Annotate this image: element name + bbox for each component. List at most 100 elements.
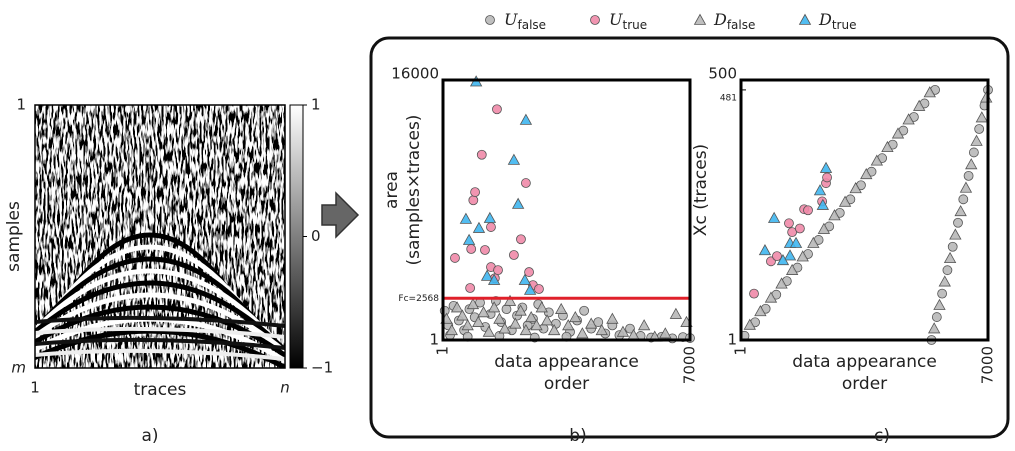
y-axis-label: (samples×traces)	[404, 115, 424, 266]
triangle-point	[535, 301, 548, 313]
circle-point	[492, 104, 502, 115]
triangle-point	[498, 322, 511, 334]
triangle-point	[450, 301, 464, 313]
plot-frame	[739, 78, 990, 342]
y-tick-label: 1	[429, 331, 439, 349]
legend-label: Utrue	[609, 10, 647, 32]
triangle-point	[849, 182, 862, 194]
triangle-point	[838, 195, 852, 207]
triangle-point	[461, 319, 474, 331]
circle-point	[520, 178, 531, 188]
circle-point	[508, 250, 519, 260]
circle-point	[493, 265, 503, 276]
x-tick-label: 7000	[979, 346, 997, 384]
circle-point	[470, 187, 480, 198]
triangle-point	[507, 153, 521, 165]
circle-point	[579, 305, 590, 316]
circle-point	[476, 149, 487, 160]
triangle-point	[456, 309, 469, 321]
triangle-point	[816, 198, 830, 210]
triangle-point	[659, 327, 672, 339]
colorbar-tick-label: −1	[311, 359, 333, 377]
triangle-point	[796, 250, 809, 262]
triangle-point	[870, 154, 884, 166]
circle-point	[625, 323, 635, 334]
corner-label: n	[280, 379, 290, 397]
y-tick-label: 481	[720, 93, 737, 103]
colorbar	[289, 104, 304, 369]
triangle-point	[606, 312, 619, 324]
legend-marker	[590, 15, 600, 25]
triangle-point	[743, 318, 756, 330]
legend-label: Ufalse	[504, 10, 546, 32]
legend-marker	[485, 15, 495, 25]
triangle-point	[891, 127, 905, 139]
triangle-point	[519, 113, 533, 125]
x-axis-label: order	[544, 374, 589, 394]
circle-point	[468, 195, 479, 206]
triangle-point	[525, 310, 538, 323]
corner-label: m	[11, 359, 26, 377]
panel-label: c)	[874, 426, 890, 446]
triangle-point	[785, 263, 799, 275]
triangle-point	[949, 228, 962, 240]
circle-point	[501, 304, 512, 315]
triangle-point	[472, 315, 485, 327]
triangle-point	[482, 325, 496, 337]
y-tick-label: 16000	[391, 65, 439, 83]
triangle-point	[817, 222, 831, 234]
corner-label: 1	[30, 379, 40, 397]
triangle-point	[445, 323, 458, 336]
legend-marker	[693, 13, 707, 25]
circle-point	[749, 288, 759, 299]
circle-point	[524, 267, 534, 277]
triangle-point	[783, 249, 797, 261]
triangle-point	[509, 317, 522, 329]
hyperbola	[35, 328, 285, 368]
triangle-point	[555, 302, 568, 314]
triangle-point	[483, 211, 497, 223]
triangle-point	[775, 277, 788, 289]
triangle-point	[933, 298, 946, 310]
triangle-point	[923, 86, 936, 98]
legend-label: Dtrue	[818, 10, 856, 32]
triangle-point	[466, 297, 480, 310]
layer	[35, 315, 285, 328]
circle-point	[931, 312, 942, 322]
layer	[35, 337, 285, 350]
triangle-point	[928, 322, 941, 334]
triangle-point	[576, 327, 589, 339]
triangle-point	[637, 319, 651, 331]
x-axis-label: traces	[134, 380, 187, 400]
triangle-point	[511, 197, 525, 209]
circle-point	[968, 147, 979, 158]
triangle-point	[519, 323, 533, 336]
y-axis-label: area	[382, 171, 402, 209]
circle-point	[516, 234, 526, 245]
circle-point	[480, 245, 490, 255]
circle-point	[465, 283, 476, 293]
triangle-point	[493, 312, 506, 324]
circle-point	[963, 170, 974, 181]
triangle-point	[503, 294, 517, 306]
y-axis-label: samples	[4, 201, 24, 272]
triangle-point	[975, 111, 989, 123]
triangle-point	[669, 307, 683, 319]
triangle-point	[776, 253, 790, 266]
circle-point	[795, 223, 805, 234]
triangle-point	[913, 99, 926, 111]
panel-label: a)	[141, 426, 158, 446]
triangle-point	[764, 291, 778, 303]
triangle-point	[819, 161, 833, 173]
threshold-label: Fc=2568	[398, 294, 439, 304]
triangle-point	[523, 283, 537, 295]
triangle-point	[540, 314, 554, 326]
legend-label: Dfalse	[713, 10, 755, 32]
triangle-point	[902, 113, 915, 125]
triangle-point	[459, 212, 473, 224]
x-tick-label: 1	[732, 346, 750, 356]
triangle-point	[881, 140, 894, 153]
x-axis-label: data appearance	[494, 352, 639, 372]
triangle-point	[514, 304, 527, 316]
triangle-point	[472, 221, 486, 233]
